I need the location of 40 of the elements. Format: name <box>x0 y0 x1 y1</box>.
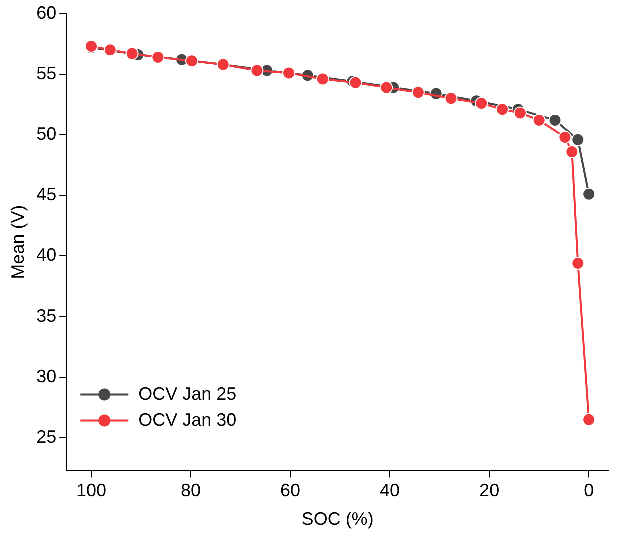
point <box>380 81 394 94</box>
y-tick-label: 45 <box>36 184 57 205</box>
point <box>444 92 458 106</box>
point <box>126 47 139 60</box>
point <box>282 66 296 80</box>
point <box>558 130 572 144</box>
legend-label: OCV Jan 30 <box>138 410 237 430</box>
point <box>152 50 165 64</box>
point <box>316 72 330 86</box>
point <box>572 133 585 146</box>
x-tick-label: 40 <box>380 480 400 501</box>
point <box>250 64 264 78</box>
x-tick-label: 80 <box>181 480 202 501</box>
y-tick-label: 55 <box>36 63 57 84</box>
x-tick-label: 100 <box>76 480 107 501</box>
point <box>475 97 488 110</box>
y-tick-label: 60 <box>36 2 57 23</box>
x-tick-label: 60 <box>280 480 301 501</box>
y-tick-label: 25 <box>36 427 57 448</box>
legend-label: OCV Jan 25 <box>138 384 237 404</box>
y-tick-label: 50 <box>36 124 57 144</box>
point <box>514 106 527 120</box>
y-tick-label: 30 <box>36 366 57 386</box>
point <box>582 188 596 201</box>
point <box>582 413 596 426</box>
point <box>566 145 579 158</box>
point <box>548 114 562 127</box>
point <box>496 103 510 116</box>
y-tick-label: 35 <box>36 306 57 326</box>
point <box>572 257 585 270</box>
point <box>412 86 425 100</box>
y-axis-title: Mean (V) <box>8 205 28 280</box>
point <box>104 44 117 57</box>
x-tick-label: 20 <box>480 480 500 501</box>
x-axis-title: SOC (%) <box>302 509 374 530</box>
y-tick-label: 40 <box>36 245 57 266</box>
point <box>349 76 362 90</box>
x-tick-label: 0 <box>584 480 594 501</box>
point <box>186 54 199 68</box>
point <box>532 114 546 127</box>
